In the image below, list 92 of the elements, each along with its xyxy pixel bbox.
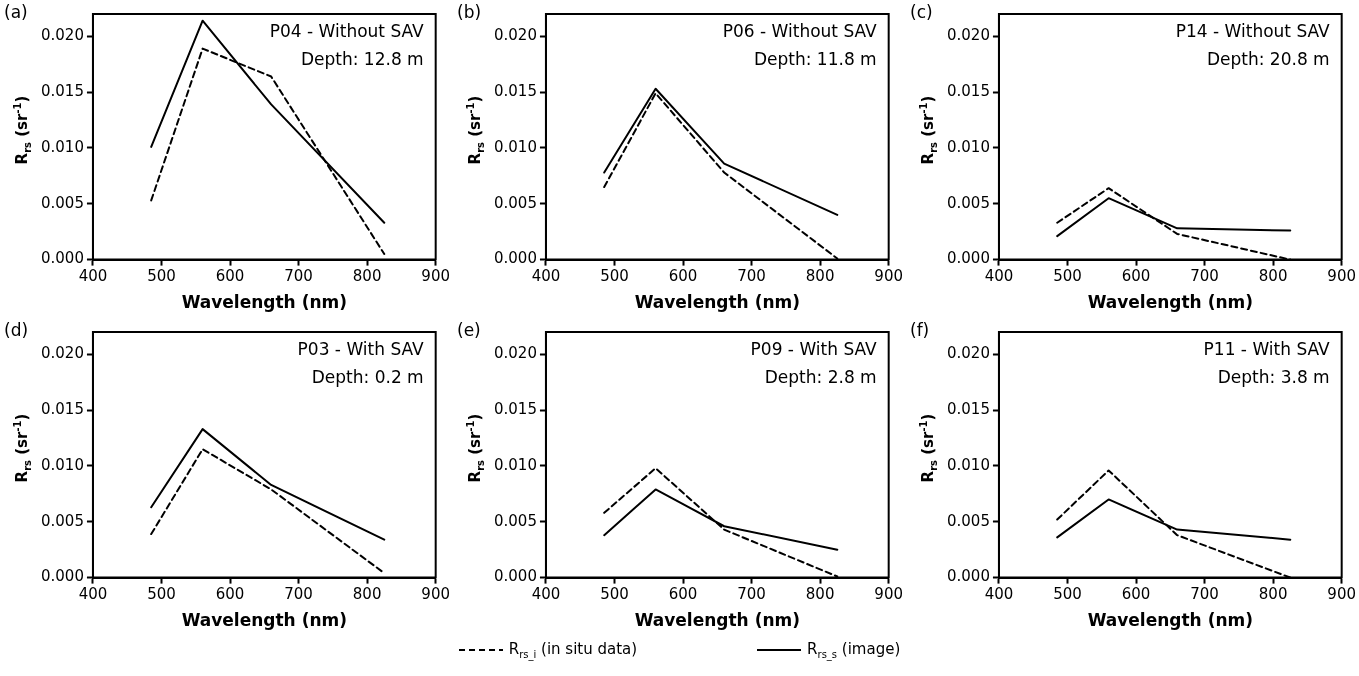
x-tick-label: 900 (874, 267, 904, 286)
x-tick-label: 900 (1327, 585, 1357, 604)
x-tick-label: 600 (1121, 267, 1151, 286)
x-tick-label: 900 (874, 585, 904, 604)
x-axis-title: Wavelength (nm) (1087, 292, 1253, 313)
x-tick-label: 400 (531, 585, 561, 604)
x-tick-label: 900 (1327, 267, 1357, 286)
x-tick-label: 400 (531, 267, 561, 286)
y-tick-label: 0.015 (493, 82, 537, 101)
x-axis-title: Wavelength (nm) (181, 292, 347, 313)
x-tick-label: 800 (352, 585, 382, 604)
y-tick-label: 0.010 (946, 137, 990, 156)
x-tick-label: 400 (984, 585, 1014, 604)
x-tick-label: 600 (215, 585, 245, 604)
y-tick-label: 0.015 (493, 400, 537, 419)
x-tick-label: 700 (1190, 585, 1219, 604)
x-tick-label: 500 (600, 585, 629, 604)
annotation: P11 - With SAV (1203, 338, 1331, 359)
y-tick-label: 0.000 (40, 249, 84, 268)
y-tick-label: 0.000 (40, 567, 84, 586)
x-tick-label: 600 (668, 585, 698, 604)
x-tick-label: 800 (805, 267, 835, 286)
annotation: Depth: 20.8 m (1206, 48, 1330, 69)
annotation: Depth: 2.8 m (764, 366, 877, 387)
y-tick-label: 0.020 (40, 344, 84, 363)
x-tick-label: 700 (284, 267, 313, 286)
x-tick-label: 700 (737, 585, 766, 604)
annotation: Depth: 12.8 m (300, 48, 424, 69)
x-tick-label: 800 (1258, 267, 1288, 286)
y-tick-label: 0.005 (493, 193, 537, 212)
y-tick-label: 0.020 (946, 344, 990, 363)
annotation: P14 - Without SAV (1175, 20, 1331, 41)
y-tick-label: 0.000 (946, 567, 990, 586)
x-tick-label: 500 (1053, 585, 1082, 604)
annotation: Depth: 0.2 m (311, 366, 424, 387)
chart-title: (e) (457, 320, 481, 340)
y-tick-label: 0.005 (946, 511, 990, 530)
x-tick-label: 600 (668, 267, 698, 286)
y-tick-label: 0.015 (40, 82, 84, 101)
x-tick-label: 500 (1053, 267, 1082, 286)
y-tick-label: 0.010 (40, 137, 84, 156)
x-tick-label: 500 (147, 585, 176, 604)
chart-title: (f) (910, 320, 930, 340)
x-axis-title: Wavelength (nm) (1087, 610, 1253, 631)
y-tick-label: 0.010 (40, 455, 84, 474)
annotation: Depth: 3.8 m (1217, 366, 1330, 387)
x-axis-title: Wavelength (nm) (634, 610, 800, 631)
y-tick-label: 0.000 (493, 249, 537, 268)
y-tick-label: 0.015 (946, 400, 990, 419)
legend-label: R$_{rs_s}$ (image) (807, 640, 901, 660)
x-tick-label: 400 (78, 267, 108, 286)
y-tick-label: 0.015 (40, 400, 84, 419)
y-tick-label: 0.010 (946, 455, 990, 474)
y-tick-label: 0.005 (40, 193, 84, 212)
x-tick-label: 400 (78, 585, 108, 604)
x-tick-label: 700 (284, 585, 313, 604)
x-tick-label: 800 (805, 585, 835, 604)
y-tick-label: 0.010 (493, 137, 537, 156)
y-tick-label: 0.000 (946, 249, 990, 268)
x-axis-title: Wavelength (nm) (181, 610, 347, 631)
x-tick-label: 800 (352, 267, 382, 286)
annotation: P04 - Without SAV (269, 20, 425, 41)
x-tick-label: 500 (147, 267, 176, 286)
x-tick-label: 500 (600, 267, 629, 286)
chart-title: (c) (910, 2, 933, 22)
x-tick-label: 700 (1190, 267, 1219, 286)
y-tick-label: 0.005 (40, 511, 84, 530)
x-tick-label: 600 (1121, 585, 1151, 604)
x-tick-label: 900 (421, 585, 451, 604)
x-tick-label: 800 (1258, 585, 1288, 604)
legend-label: R$_{rs_i}$ (in situ data) (508, 640, 638, 660)
annotation: Depth: 11.8 m (753, 48, 877, 69)
x-tick-label: 700 (737, 267, 766, 286)
y-tick-label: 0.015 (946, 82, 990, 101)
annotation: P03 - With SAV (297, 338, 425, 359)
chart-title: (a) (4, 2, 28, 22)
y-tick-label: 0.020 (946, 26, 990, 45)
annotation: P09 - With SAV (750, 338, 878, 359)
x-axis-title: Wavelength (nm) (634, 292, 800, 313)
y-tick-label: 0.000 (493, 567, 537, 586)
y-tick-label: 0.020 (40, 26, 84, 45)
chart-title: (d) (4, 320, 29, 340)
x-tick-label: 600 (215, 267, 245, 286)
y-tick-label: 0.005 (946, 193, 990, 212)
chart-title: (b) (457, 2, 482, 22)
y-tick-label: 0.020 (493, 344, 537, 363)
annotation: P06 - Without SAV (722, 20, 878, 41)
x-tick-label: 900 (421, 267, 451, 286)
y-tick-label: 0.020 (493, 26, 537, 45)
y-tick-label: 0.010 (493, 455, 537, 474)
x-tick-label: 400 (984, 267, 1014, 286)
y-tick-label: 0.005 (493, 511, 537, 530)
